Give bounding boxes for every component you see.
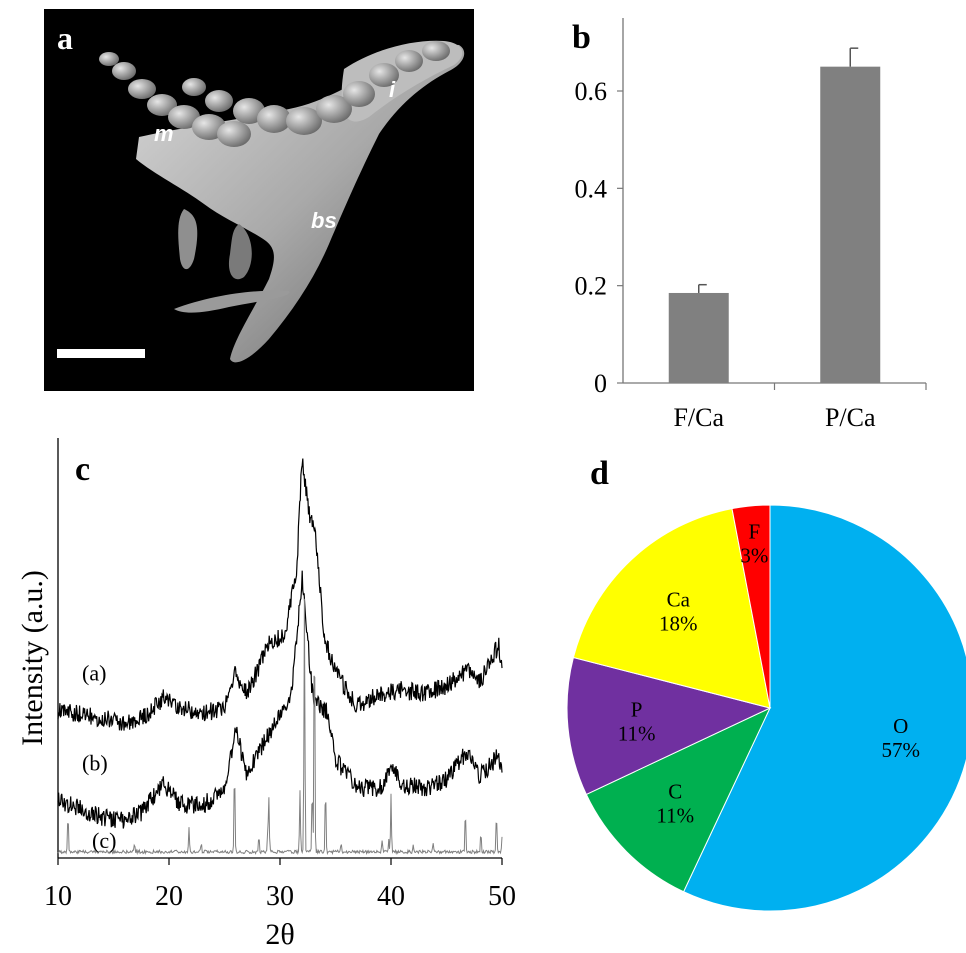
pie-slice-label: O — [893, 714, 908, 738]
pie-slice-label: P — [631, 698, 643, 722]
bar-chart-axes — [622, 18, 926, 384]
tooth-render-drawing — [99, 40, 465, 363]
tooth-strut-mid — [228, 224, 252, 280]
pie-slice-percent: 11% — [656, 804, 694, 828]
xrd-series-label: (c) — [92, 828, 116, 853]
pie-slice — [731, 504, 771, 709]
pie-slice-label: F — [748, 519, 760, 543]
xrd-line-chart: c 10 20 30 40 50 (a) (b) (c) 2θ Intensity (a.u.) — [16, 438, 516, 951]
pie-slice — [682, 504, 966, 912]
bar-chart-bars — [668, 47, 881, 384]
y-tick-label: 0.4 — [575, 174, 608, 203]
x-tick-label: 30 — [266, 881, 294, 912]
pie-slice — [585, 706, 772, 893]
pie-slice-percent: 57% — [882, 738, 921, 762]
xrd-labels: (a) (b) (c) 2θ Intensity (a.u.) — [16, 570, 295, 951]
pie-slices — [566, 504, 966, 912]
bar-chart: b 0 0.2 0.4 0.6 F/Ca P/Ca — [572, 18, 927, 432]
pie-slice-label: C — [668, 780, 682, 804]
tooth-label-i: i — [389, 77, 396, 102]
tooth-strut-low — [174, 290, 290, 313]
scale-bar — [57, 349, 145, 358]
tooth-bud-row — [99, 41, 450, 147]
tooth-label-m: m — [154, 121, 174, 146]
tooth-strut-left — [178, 209, 198, 270]
x-category-label: F/Ca — [673, 403, 724, 432]
pie-slice-percent: 18% — [659, 611, 698, 635]
x-tick-label: 10 — [44, 881, 72, 912]
xrd-series-line — [57, 598, 503, 856]
pie-slice-label: Ca — [667, 587, 691, 611]
x-tick-label: 20 — [155, 881, 183, 912]
bar — [820, 66, 881, 384]
xrd-x-ticks: 10 20 30 40 50 — [44, 858, 516, 912]
panel-b-letter: b — [572, 19, 591, 56]
panel-d-letter: d — [590, 455, 609, 492]
bar-chart-y-ticks: 0 0.2 0.4 0.6 — [575, 77, 623, 398]
tooth-render-image: a m i bs — [44, 9, 474, 391]
pie-slice — [572, 508, 771, 709]
y-axis-label: Intensity (a.u.) — [16, 570, 49, 746]
x-tick-label: 50 — [488, 881, 516, 912]
x-tick-label: 40 — [377, 881, 405, 912]
pie-slice — [566, 656, 772, 796]
xrd-series-label: (b) — [82, 751, 108, 776]
panel-a-letter: a — [57, 20, 73, 56]
y-tick-label: 0 — [594, 369, 607, 398]
xrd-series — [57, 458, 503, 856]
y-tick-label: 0.6 — [575, 77, 608, 106]
pie-slice-percent: 11% — [618, 722, 656, 746]
x-axis-label: 2θ — [265, 918, 294, 951]
panel-c-letter: c — [75, 451, 90, 488]
tooth-label-bs: bs — [311, 208, 337, 233]
bar-chart-x-labels: F/Ca P/Ca — [673, 383, 927, 432]
xrd-series-line — [57, 570, 503, 829]
xrd-series-line — [57, 458, 503, 731]
pie-slice-percent: 3% — [740, 543, 768, 567]
xrd-series-label: (a) — [82, 660, 106, 685]
xrd-axes — [57, 438, 502, 859]
y-tick-label: 0.2 — [575, 272, 608, 301]
x-category-label: P/Ca — [825, 403, 876, 432]
bar — [668, 292, 729, 383]
